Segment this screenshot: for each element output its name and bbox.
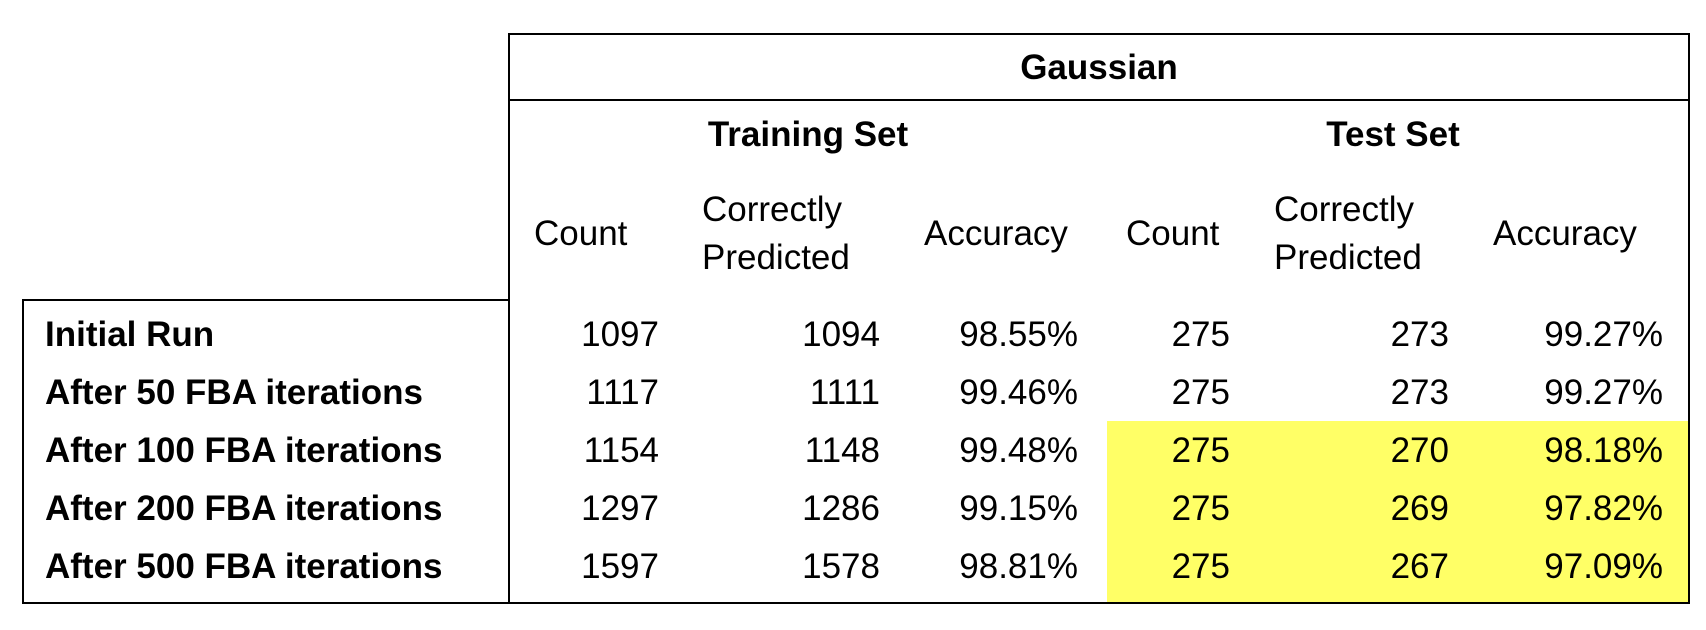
train-count-cell: 1117 — [586, 373, 659, 412]
test-accuracy-cell: 99.27% — [1544, 315, 1663, 354]
train-correct-cell: 1578 — [802, 547, 880, 586]
row-label: After 200 FBA iterations — [45, 489, 443, 528]
train-correct-cell: 1094 — [802, 315, 880, 354]
train-count-cell: 1097 — [581, 315, 659, 354]
test-correct-cell: 273 — [1390, 373, 1449, 412]
col-header-train-correct-line2: Predicted — [702, 238, 850, 277]
train-count-cell: 1597 — [581, 547, 659, 586]
test-accuracy-cell: 97.82% — [1544, 489, 1663, 528]
border-top — [508, 33, 1690, 35]
train-correct-cell: 1286 — [802, 489, 880, 528]
test-count-cell: 275 — [1171, 489, 1230, 528]
test-accuracy-cell: 98.18% — [1544, 431, 1663, 470]
row-label: Initial Run — [45, 315, 215, 354]
train-accuracy-cell: 99.46% — [959, 373, 1078, 412]
border-header-divider — [508, 99, 1690, 101]
train-accuracy-cell: 99.15% — [959, 489, 1078, 528]
test-count-cell: 275 — [1171, 315, 1230, 354]
test-count-cell: 275 — [1171, 547, 1230, 586]
border-left-rowlabel — [22, 299, 24, 604]
border-bottom — [22, 602, 1690, 604]
row-label: After 100 FBA iterations — [45, 431, 443, 470]
border-rowlabel-top — [22, 299, 510, 301]
train-accuracy-cell: 98.55% — [959, 315, 1078, 354]
col-header-test-correct-line2: Predicted — [1274, 238, 1422, 277]
col-header-test-correct-line1: Correctly — [1274, 190, 1415, 229]
train-count-cell: 1297 — [581, 489, 659, 528]
test-correct-cell: 273 — [1390, 315, 1449, 354]
test-correct-cell: 269 — [1390, 489, 1449, 528]
col-header-train-count: Count — [534, 214, 628, 253]
test-correct-cell: 270 — [1390, 431, 1449, 470]
col-header-test-correct: Correctly Predicted — [1274, 186, 1422, 282]
train-correct-cell: 1148 — [804, 431, 880, 470]
col-header-test-accuracy: Accuracy — [1493, 214, 1637, 253]
group-title: Gaussian — [1020, 48, 1178, 87]
train-count-cell: 1154 — [583, 431, 659, 470]
test-set-highlight — [1107, 421, 1689, 604]
test-set-header: Test Set — [1326, 115, 1460, 154]
train-accuracy-cell: 99.48% — [959, 431, 1078, 470]
border-right — [1688, 33, 1690, 604]
train-accuracy-cell: 98.81% — [959, 547, 1078, 586]
row-label: After 500 FBA iterations — [45, 547, 443, 586]
row-label: After 50 FBA iterations — [45, 373, 423, 412]
test-count-cell: 275 — [1171, 431, 1230, 470]
test-accuracy-cell: 97.09% — [1544, 547, 1663, 586]
test-count-cell: 275 — [1171, 373, 1230, 412]
col-header-train-accuracy: Accuracy — [924, 214, 1068, 253]
test-correct-cell: 267 — [1390, 547, 1449, 586]
border-left-header — [508, 33, 510, 604]
training-set-header: Training Set — [707, 115, 909, 154]
test-accuracy-cell: 99.27% — [1544, 373, 1663, 412]
col-header-train-correct-line1: Correctly — [702, 190, 843, 229]
train-correct-cell: 1111 — [809, 373, 880, 412]
col-header-train-correct: Correctly Predicted — [702, 186, 850, 282]
col-header-test-count: Count — [1126, 214, 1220, 253]
